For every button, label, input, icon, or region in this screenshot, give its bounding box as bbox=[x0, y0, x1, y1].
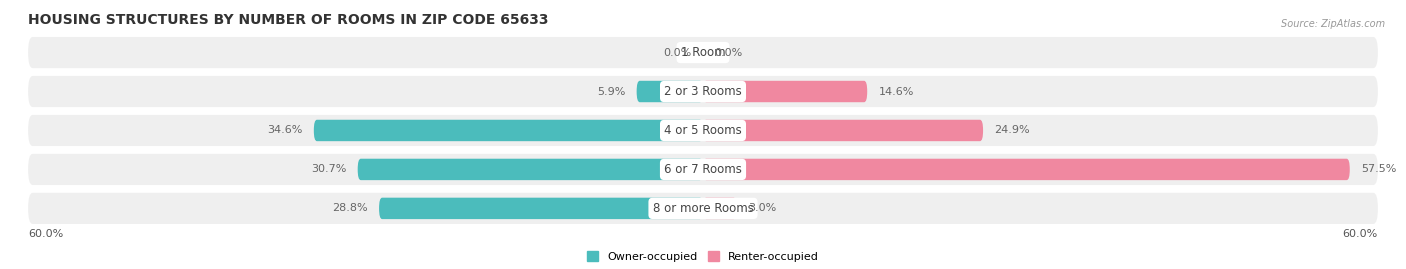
Text: 1 Room: 1 Room bbox=[681, 46, 725, 59]
FancyBboxPatch shape bbox=[28, 37, 1378, 68]
Text: 24.9%: 24.9% bbox=[994, 125, 1031, 136]
Text: 60.0%: 60.0% bbox=[1343, 229, 1378, 239]
Text: 4 or 5 Rooms: 4 or 5 Rooms bbox=[664, 124, 742, 137]
Text: 6 or 7 Rooms: 6 or 7 Rooms bbox=[664, 163, 742, 176]
Text: 3.0%: 3.0% bbox=[748, 203, 776, 213]
FancyBboxPatch shape bbox=[28, 193, 1378, 224]
Text: 34.6%: 34.6% bbox=[267, 125, 302, 136]
Legend: Owner-occupied, Renter-occupied: Owner-occupied, Renter-occupied bbox=[582, 247, 824, 266]
Text: 5.9%: 5.9% bbox=[598, 87, 626, 97]
Text: 28.8%: 28.8% bbox=[332, 203, 368, 213]
FancyBboxPatch shape bbox=[380, 198, 703, 219]
Text: Source: ZipAtlas.com: Source: ZipAtlas.com bbox=[1281, 19, 1385, 29]
FancyBboxPatch shape bbox=[314, 120, 703, 141]
FancyBboxPatch shape bbox=[637, 81, 703, 102]
FancyBboxPatch shape bbox=[28, 76, 1378, 107]
FancyBboxPatch shape bbox=[703, 198, 737, 219]
FancyBboxPatch shape bbox=[357, 159, 703, 180]
FancyBboxPatch shape bbox=[703, 120, 983, 141]
FancyBboxPatch shape bbox=[28, 115, 1378, 146]
Text: 57.5%: 57.5% bbox=[1361, 164, 1396, 174]
FancyBboxPatch shape bbox=[703, 81, 868, 102]
Text: 0.0%: 0.0% bbox=[714, 48, 742, 58]
Text: 0.0%: 0.0% bbox=[664, 48, 692, 58]
Text: HOUSING STRUCTURES BY NUMBER OF ROOMS IN ZIP CODE 65633: HOUSING STRUCTURES BY NUMBER OF ROOMS IN… bbox=[28, 13, 548, 27]
Text: 30.7%: 30.7% bbox=[311, 164, 346, 174]
Text: 2 or 3 Rooms: 2 or 3 Rooms bbox=[664, 85, 742, 98]
Text: 8 or more Rooms: 8 or more Rooms bbox=[652, 202, 754, 215]
FancyBboxPatch shape bbox=[28, 154, 1378, 185]
Text: 14.6%: 14.6% bbox=[879, 87, 914, 97]
FancyBboxPatch shape bbox=[703, 159, 1350, 180]
Text: 60.0%: 60.0% bbox=[28, 229, 63, 239]
